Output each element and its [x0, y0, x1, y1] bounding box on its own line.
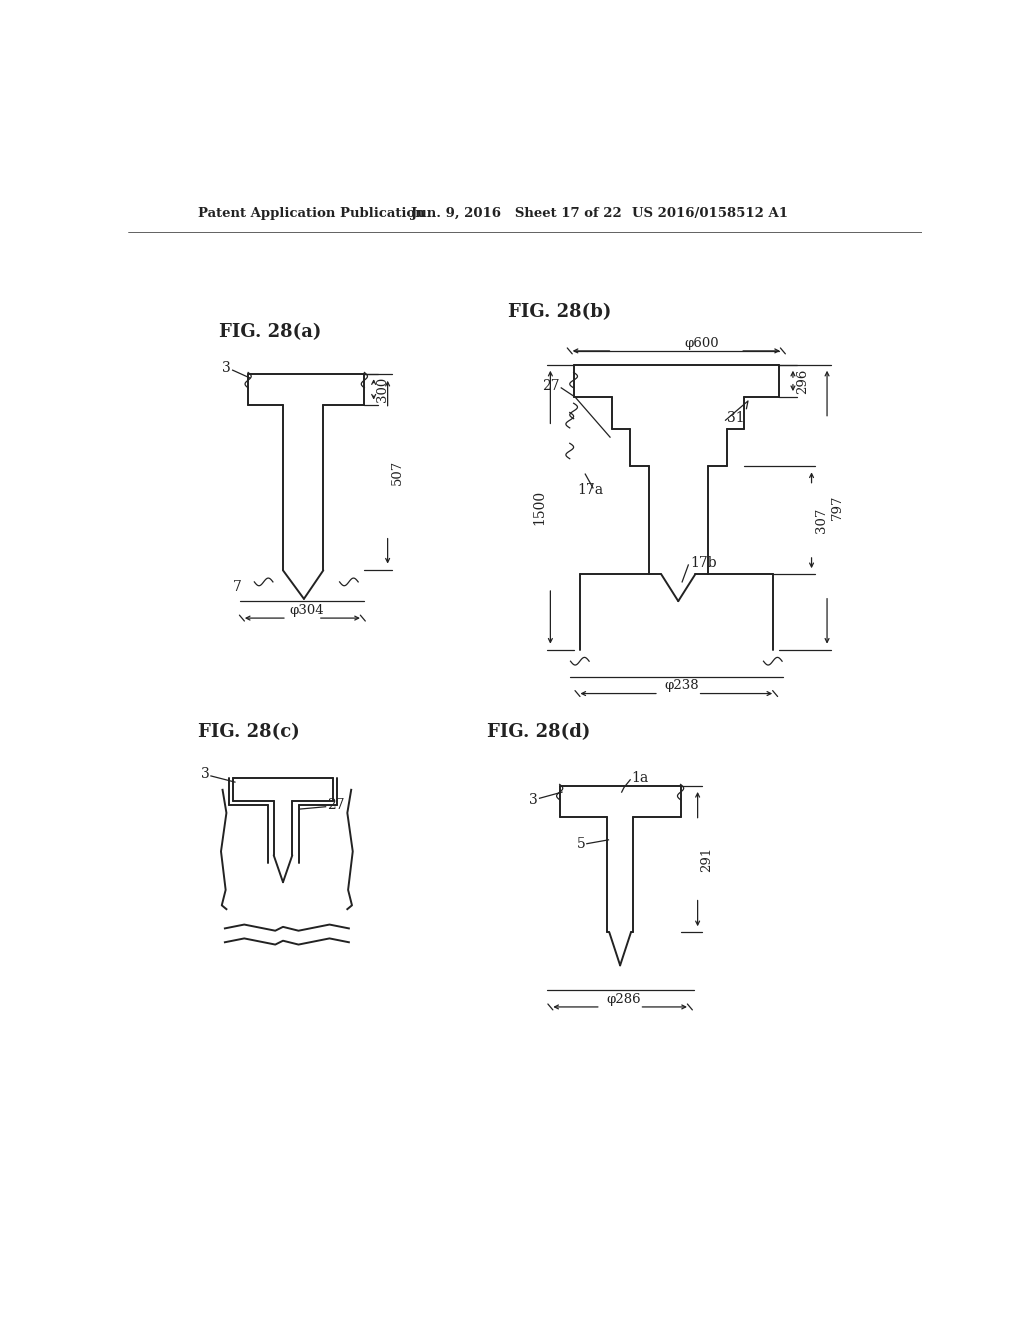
Text: 7: 7 [233, 581, 242, 594]
Text: 300: 300 [377, 376, 389, 403]
Text: 3: 3 [529, 793, 538, 807]
Text: 5: 5 [577, 837, 586, 850]
Text: 296: 296 [797, 368, 810, 393]
Text: 31: 31 [727, 411, 744, 425]
Text: φ600: φ600 [684, 337, 719, 350]
Text: Patent Application Publication: Patent Application Publication [198, 207, 425, 220]
Text: 17a: 17a [578, 483, 603, 496]
Text: φ238: φ238 [665, 680, 699, 693]
Text: 3: 3 [222, 360, 231, 375]
Text: 307: 307 [815, 508, 828, 533]
Text: US 2016/0158512 A1: US 2016/0158512 A1 [632, 207, 787, 220]
Text: φ286: φ286 [606, 993, 641, 1006]
Text: 3: 3 [201, 767, 209, 781]
Text: 1a: 1a [632, 771, 649, 785]
Text: 27: 27 [328, 799, 345, 812]
Text: 27: 27 [542, 379, 560, 392]
Text: Jun. 9, 2016   Sheet 17 of 22: Jun. 9, 2016 Sheet 17 of 22 [411, 207, 622, 220]
Text: FIG. 28(b): FIG. 28(b) [508, 304, 611, 321]
Text: FIG. 28(d): FIG. 28(d) [486, 723, 590, 741]
Text: 17b: 17b [690, 556, 717, 570]
Text: FIG. 28(a): FIG. 28(a) [219, 322, 322, 341]
Text: φ304: φ304 [289, 603, 324, 616]
Text: 507: 507 [390, 459, 403, 484]
Text: 797: 797 [830, 495, 844, 520]
Text: 291: 291 [700, 846, 714, 871]
Text: FIG. 28(c): FIG. 28(c) [198, 723, 299, 741]
Text: 1500: 1500 [532, 490, 547, 525]
